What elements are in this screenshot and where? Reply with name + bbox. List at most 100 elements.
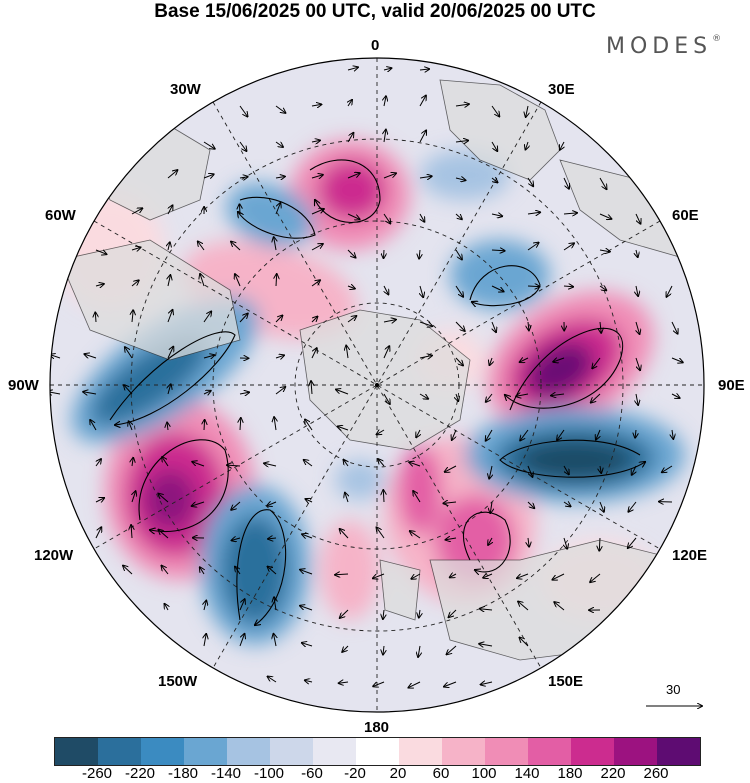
wind-vector [672,429,673,439]
wind-vector [305,420,313,431]
wind-vector [527,465,533,477]
wind-vector [520,358,529,362]
wind-vector [95,249,106,254]
colorbar-segment [184,738,227,765]
colorbar-tick-label: 220 [600,765,626,782]
wind-vector [486,429,493,441]
wind-vector [455,141,468,143]
lon-label-90e: 90E [718,377,745,394]
wind-vector [311,317,317,323]
wind-vector [520,638,529,647]
colorbar-segment [614,738,657,765]
streamlines [109,159,645,625]
wind-vector [131,525,132,539]
wind-vector [599,213,611,219]
colorbar-tick-label: 100 [471,765,497,782]
wind-vector [95,284,104,286]
wind-vector [95,459,101,467]
wind-vector [377,527,385,539]
wind-vector [599,250,610,252]
wind-vector [198,242,205,251]
wind-vector [490,501,492,513]
wind-vector [167,347,173,359]
wind-vector [347,316,356,323]
wind-vector [167,310,173,323]
wind-vector [563,213,577,214]
wind-vector [347,213,360,219]
wind-vector [275,141,283,147]
wind-vector [84,354,97,358]
wind-vector [600,465,601,473]
wind-vector [203,312,211,323]
wind-vector [419,609,420,618]
wind-vector [231,501,241,510]
wind-vector [455,357,463,365]
wind-vector [131,247,141,250]
wind-vector [491,141,497,151]
wind-vector [600,321,601,333]
colorbar-segment [528,738,571,765]
wind-vector [378,459,385,467]
wind-vector [563,286,573,287]
wind-vector [488,537,492,545]
wind-vector [384,130,386,143]
colorbar-segment [571,738,614,765]
wind-vector [636,249,638,257]
wind-vector [235,274,241,287]
wind-vector [131,280,139,287]
wind-vector [268,567,277,575]
wind-vector [200,567,204,575]
lon-label-0: 0 [371,37,380,54]
wind-vector [311,348,317,359]
wind-vector [192,501,205,506]
wind-vector [203,355,214,358]
wind-vector [527,501,534,508]
wind-vector [168,205,173,215]
colorbar-segment [55,738,98,765]
brand-name: MODES [606,34,713,59]
wind-vector [492,321,496,332]
wind-vector [491,178,498,182]
wind-vector [239,177,248,178]
wind-vector [345,493,348,503]
wind-vector [90,420,97,431]
colorbar-tick-label: 260 [643,765,669,782]
wind-vector [419,356,432,359]
wind-vectors [50,67,683,687]
wind-vector [304,460,313,467]
wind-vector [203,174,214,178]
wind-vector [452,429,456,440]
wind-vector [479,644,493,646]
lon-label-120w: 120W [34,547,74,564]
wind-vector [419,393,428,399]
wind-vector [483,574,493,578]
wind-vector [274,237,276,251]
wind-vector [599,177,607,189]
wind-vector [275,355,284,358]
wind-vector [340,609,349,618]
wind-vector [491,285,504,292]
wind-vector [599,537,600,551]
wind-vector [671,321,678,334]
wind-vector [486,393,493,402]
north-pole-marker [375,383,379,387]
wind-vector [526,141,529,150]
wind-vector [204,634,206,647]
wind-vector [671,357,683,362]
wind-vector [419,249,420,259]
wind-vector [192,462,205,467]
wind-vector [635,213,641,224]
wind-vector [302,643,313,646]
colorbar-tick-label: 140 [514,765,540,782]
wind-vector [563,502,571,506]
wind-vector [450,574,457,577]
wind-vector [590,573,601,582]
wind-vector [413,491,421,503]
wind-vector [517,573,529,578]
wind-vector [528,537,529,547]
wind-vector [306,499,313,502]
wind-vector [411,573,421,579]
wind-vector [516,394,529,396]
wind-vector [455,321,465,331]
wind-vector [520,429,529,440]
